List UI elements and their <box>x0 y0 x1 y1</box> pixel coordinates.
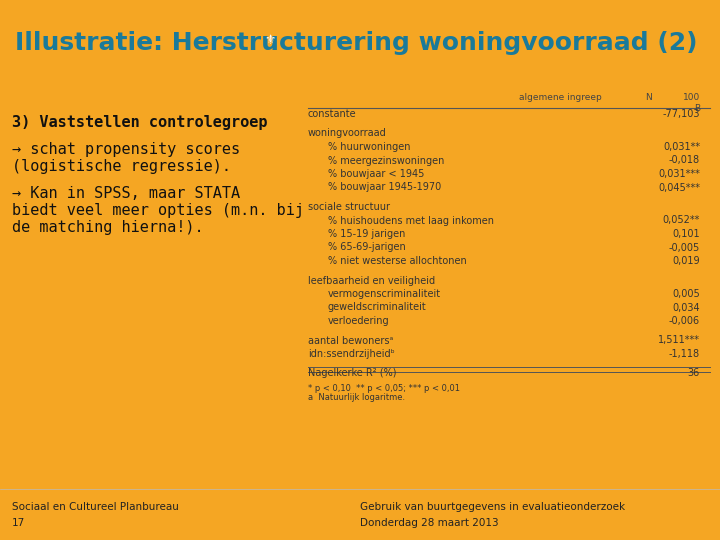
Text: 1,511***: 1,511*** <box>658 335 700 346</box>
Text: biedt veel meer opties (m.n. bij: biedt veel meer opties (m.n. bij <box>12 203 304 218</box>
Text: 0,005: 0,005 <box>672 289 700 299</box>
Text: constante: constante <box>308 109 356 119</box>
Text: 0,019: 0,019 <box>672 256 700 266</box>
Text: idn:ssendrzijheidᵇ: idn:ssendrzijheidᵇ <box>308 349 395 359</box>
Text: woningvoorraad: woningvoorraad <box>308 129 387 138</box>
Text: % meergezinswoningen: % meergezinswoningen <box>328 156 444 165</box>
Text: geweldscriminaliteit: geweldscriminaliteit <box>328 302 427 313</box>
Text: -77,103: -77,103 <box>662 109 700 119</box>
Text: Nagelkerke R² (%): Nagelkerke R² (%) <box>308 368 397 379</box>
Text: 0,045***: 0,045*** <box>658 183 700 192</box>
Text: B: B <box>694 104 700 113</box>
Text: Illustratie: Herstructurering woningvoorraad (2): Illustratie: Herstructurering woningvoor… <box>15 31 698 55</box>
Text: (logistische regressie).: (logistische regressie). <box>12 159 231 174</box>
Text: * p < 0,10  ** p < 0,05; *** p < 0,01: * p < 0,10 ** p < 0,05; *** p < 0,01 <box>308 384 460 393</box>
Text: aantal bewonersᵃ: aantal bewonersᵃ <box>308 335 393 346</box>
Text: -0,006: -0,006 <box>669 316 700 326</box>
Text: algemene ingreep: algemene ingreep <box>518 93 601 102</box>
Text: 0,031***: 0,031*** <box>658 169 700 179</box>
Text: -1,118: -1,118 <box>669 349 700 359</box>
Text: verloedering: verloedering <box>328 316 390 326</box>
Text: 17: 17 <box>12 518 25 528</box>
Text: 36: 36 <box>688 368 700 379</box>
Text: a  Natuurlijk logaritme.: a Natuurlijk logaritme. <box>308 393 405 402</box>
Text: 0,101: 0,101 <box>672 229 700 239</box>
Text: % bouwjaar 1945-1970: % bouwjaar 1945-1970 <box>328 183 441 192</box>
Text: N: N <box>644 93 652 102</box>
Text: 100: 100 <box>683 93 700 102</box>
Text: sociale structuur: sociale structuur <box>308 202 390 212</box>
Text: vermogenscriminaliteit: vermogenscriminaliteit <box>328 289 441 299</box>
Text: Gebruik van buurtgegevens in evaluatieonderzoek: Gebruik van buurtgegevens in evaluatieon… <box>360 502 625 512</box>
Text: % huishoudens met laag inkomen: % huishoudens met laag inkomen <box>328 215 494 226</box>
Text: % niet westerse allochtonen: % niet westerse allochtonen <box>328 256 467 266</box>
Text: 3) Vaststellen controlegroep: 3) Vaststellen controlegroep <box>12 115 268 130</box>
Text: % huurwoningen: % huurwoningen <box>328 142 410 152</box>
Text: 0,052**: 0,052** <box>662 215 700 226</box>
Text: Sociaal en Cultureel Planbureau: Sociaal en Cultureel Planbureau <box>12 502 179 512</box>
Text: 0,031**: 0,031** <box>663 142 700 152</box>
Text: → schat propensity scores: → schat propensity scores <box>12 142 240 157</box>
Text: ⚜: ⚜ <box>264 35 276 48</box>
Text: % bouwjaar < 1945: % bouwjaar < 1945 <box>328 169 424 179</box>
Text: % 15-19 jarigen: % 15-19 jarigen <box>328 229 405 239</box>
Text: % 65-69-jarigen: % 65-69-jarigen <box>328 242 406 253</box>
Text: 0,034: 0,034 <box>672 302 700 313</box>
Text: → Kan in SPSS, maar STATA: → Kan in SPSS, maar STATA <box>12 186 240 201</box>
Text: leefbaarheid en veiligheid: leefbaarheid en veiligheid <box>308 275 435 286</box>
Text: -0,018: -0,018 <box>669 156 700 165</box>
Text: -0,005: -0,005 <box>669 242 700 253</box>
Text: Donderdag 28 maart 2013: Donderdag 28 maart 2013 <box>360 518 499 528</box>
Text: de matching hierna!).: de matching hierna!). <box>12 220 204 235</box>
